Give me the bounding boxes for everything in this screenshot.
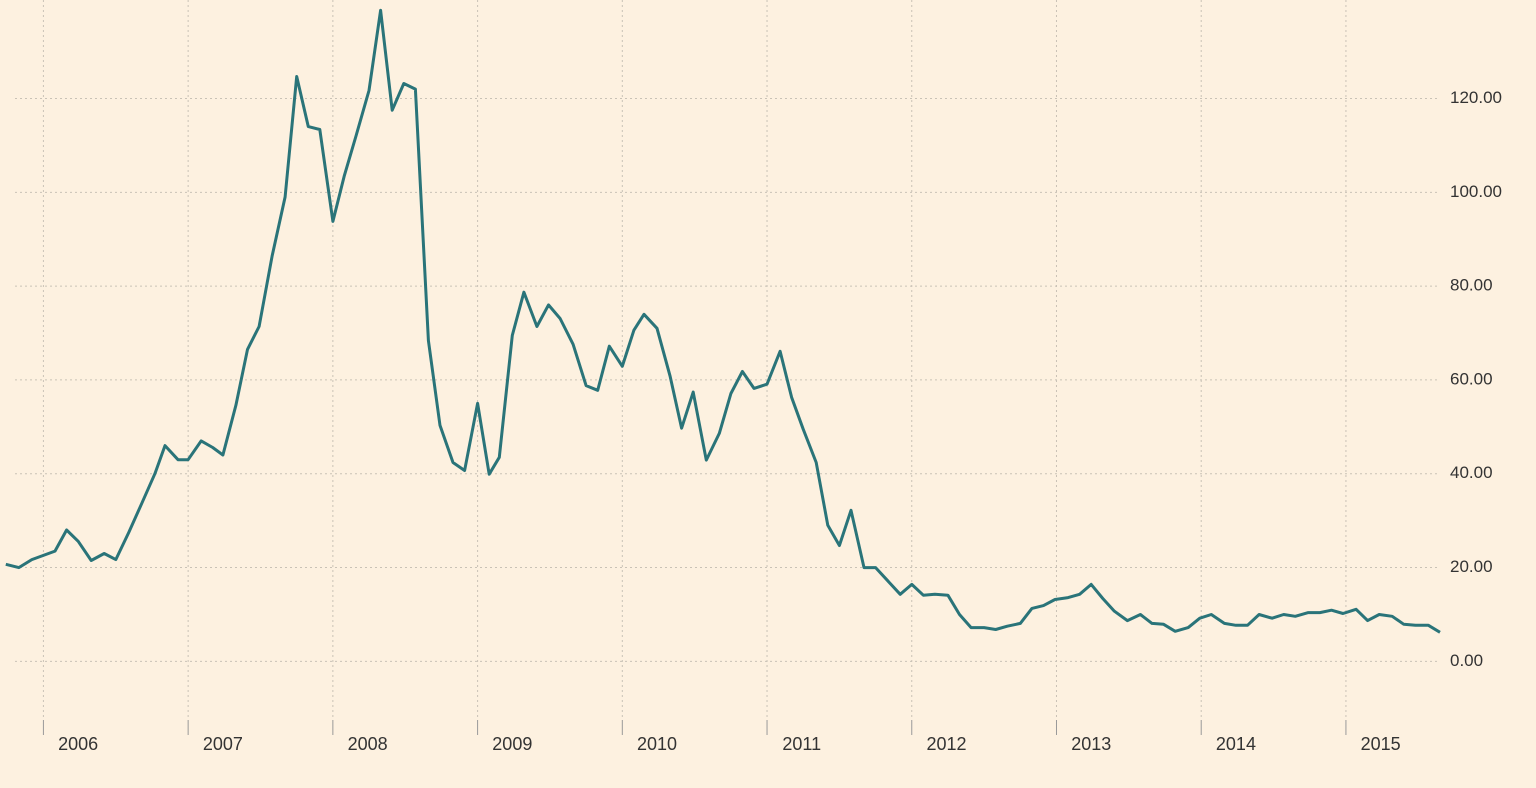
y-tick-label: 60.00 bbox=[1450, 369, 1493, 388]
y-tick-label: 0.00 bbox=[1450, 651, 1483, 670]
x-tick-label: 2012 bbox=[926, 734, 966, 754]
y-tick-label: 100.00 bbox=[1450, 182, 1502, 201]
x-tick-label: 2007 bbox=[203, 734, 243, 754]
x-tick-label: 2009 bbox=[492, 734, 532, 754]
data-line bbox=[5, 8, 1441, 634]
x-tick-label: 2014 bbox=[1216, 734, 1256, 754]
y-tick-label: 80.00 bbox=[1450, 276, 1493, 295]
x-tick-label: 2011 bbox=[782, 734, 821, 754]
x-tick-label: 2013 bbox=[1071, 734, 1111, 754]
x-tick-label: 2010 bbox=[637, 734, 677, 754]
y-tick-label: 120.00 bbox=[1450, 88, 1502, 107]
x-tick-label: 2008 bbox=[348, 734, 388, 754]
y-tick-label: 20.00 bbox=[1450, 557, 1493, 576]
y-tick-label: 40.00 bbox=[1450, 463, 1493, 482]
x-tick-label: 2015 bbox=[1361, 734, 1401, 754]
x-tick-label: 2006 bbox=[58, 734, 98, 754]
